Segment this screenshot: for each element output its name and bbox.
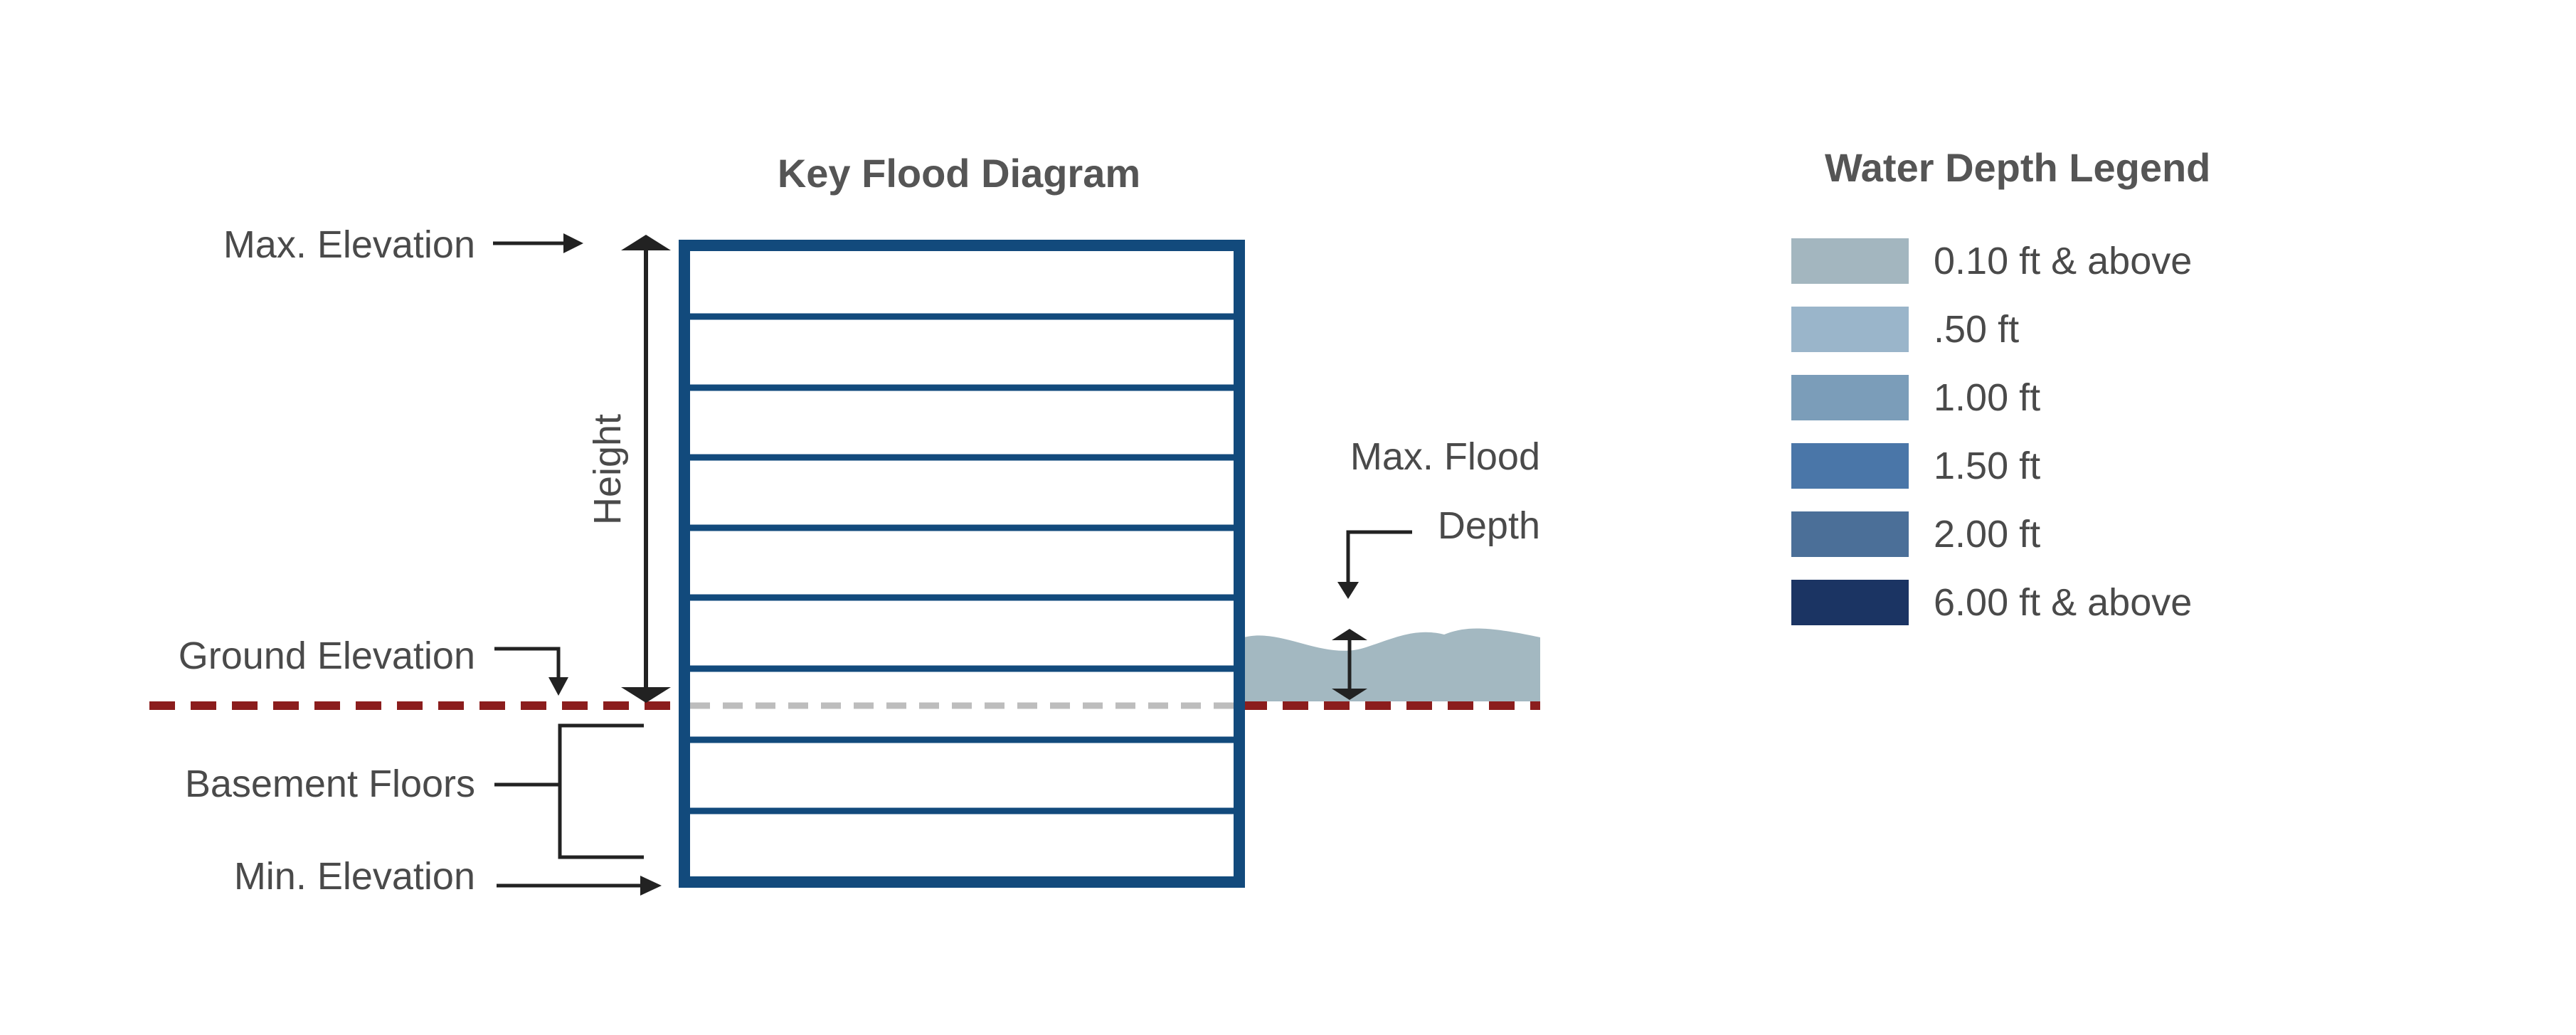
- legend-label: .50 ft: [1934, 308, 2019, 351]
- legend-label: 6.00 ft & above: [1934, 581, 2192, 624]
- legend-label: 2.00 ft: [1934, 513, 2040, 556]
- max-flood-label-line2: Depth: [1438, 504, 1540, 547]
- height-label: Height: [586, 414, 629, 525]
- height-arrow-bottom-head: [621, 687, 671, 703]
- legend-item: 1.00 ft: [1791, 375, 2040, 420]
- legend-label: 0.10 ft & above: [1934, 240, 2192, 282]
- height-arrow-top-head: [621, 235, 671, 250]
- basement-bracket: [558, 723, 644, 859]
- max-elevation-label: Max. Elevation: [223, 223, 475, 266]
- max-flood-arrow-head: [1337, 582, 1359, 599]
- flood-water-shape: [1241, 628, 1540, 701]
- max-elevation-arrow-head: [563, 233, 583, 253]
- legend-label: 1.50 ft: [1934, 445, 2040, 487]
- min-elevation-label: Min. Elevation: [234, 855, 475, 898]
- legend-title: Water Depth Legend: [1825, 145, 2210, 190]
- max-flood-arrow: [1346, 530, 1412, 585]
- water-depth-legend: Water Depth Legend 0.10 ft & above .50 ft…: [1791, 145, 2210, 625]
- max-flood-label-line1: Max. Flood: [1350, 435, 1540, 478]
- legend-label: 1.00 ft: [1934, 376, 2040, 419]
- legend-item: .50 ft: [1791, 307, 2019, 352]
- flood-depth-arrow-bottom-head: [1332, 689, 1367, 700]
- legend-swatch: [1791, 307, 1909, 352]
- floor-lines: [684, 313, 1239, 814]
- legend-item: 0.10 ft & above: [1791, 238, 2192, 284]
- building-outline: [679, 240, 1245, 888]
- legend-item: 2.00 ft: [1791, 511, 2040, 557]
- legend-swatch: [1791, 511, 1909, 557]
- legend-item: 6.00 ft & above: [1791, 580, 2192, 625]
- legend-swatch: [1791, 443, 1909, 489]
- min-elevation-arrow-head: [640, 876, 662, 896]
- ground-elevation-arrow: [494, 647, 561, 683]
- legend-swatch: [1791, 375, 1909, 420]
- legend-item: 1.50 ft: [1791, 443, 2040, 489]
- legend-swatch: [1791, 580, 1909, 625]
- flood-depth-arrow-top-head: [1332, 629, 1367, 640]
- basement-floors-label: Basement Floors: [185, 763, 475, 805]
- ground-elevation-arrow-head: [548, 677, 568, 696]
- ground-elevation-label: Ground Elevation: [179, 635, 475, 677]
- legend-swatch: [1791, 238, 1909, 284]
- diagram-title: Key Flood Diagram: [778, 151, 1140, 196]
